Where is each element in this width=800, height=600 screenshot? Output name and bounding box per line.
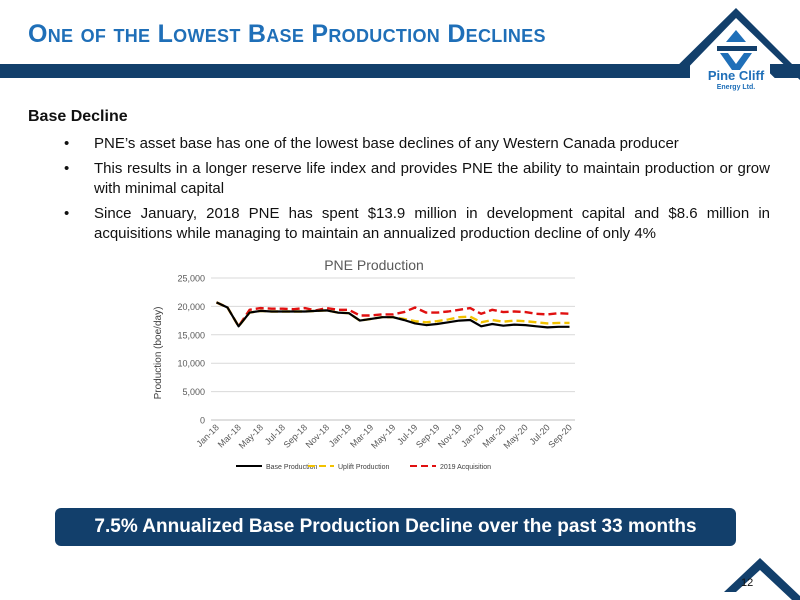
chart-x-tick-label: Sep-18 [282, 422, 310, 450]
bullet-glyph: • [64, 160, 70, 177]
logo-text-main: Pine Cliff [708, 68, 765, 83]
chart-legend-label: 2019 Acquisition [440, 464, 491, 471]
chart-y-tick-label: 25,000 [177, 274, 205, 284]
chart-x-tick-label: Nov-19 [436, 422, 464, 450]
bullet-text: This results in a longer reserve life in… [94, 160, 770, 197]
chart-x-tick-label: May-20 [501, 422, 529, 450]
bullet-text: PNE’s asset base has one of the lowest b… [94, 135, 679, 152]
production-chart-svg: PNE Production Production (boe/day) 0 5,0… [153, 257, 575, 471]
chart-legend-label: Base Production [266, 464, 317, 471]
bullet-text: Since January, 2018 PNE has spent $13.9 … [94, 205, 770, 242]
chart-x-tick-label: Sep-20 [546, 422, 574, 450]
bullet-item: • PNE’s asset base has one of the lowest… [62, 134, 770, 154]
company-logo: Pine Cliff Energy Ltd. [660, 0, 800, 95]
chart-y-tick-label: 10,000 [177, 359, 205, 369]
bullet-glyph: • [64, 205, 70, 222]
production-chart: PNE Production Production (boe/day) 0 5,0… [148, 248, 588, 480]
chart-x-tick-label: May-18 [237, 422, 265, 450]
bullet-item: • Since January, 2018 PNE has spent $13.… [62, 204, 770, 244]
chart-y-axis-label: Production (boe/day) [153, 307, 164, 400]
chart-y-tick-label: 5,000 [182, 387, 205, 397]
bullet-list: • PNE’s asset base has one of the lowest… [62, 134, 770, 249]
summary-banner: 7.5% Annualized Base Production Decline … [55, 508, 736, 546]
bullet-item: • This results in a longer reserve life … [62, 159, 770, 199]
corner-chevron-decoration [724, 558, 800, 600]
chart-y-tick-label: 0 [200, 416, 205, 426]
chart-series-line [216, 301, 570, 329]
chart-title: PNE Production [324, 257, 424, 273]
bullet-glyph: • [64, 135, 70, 152]
chart-x-tick-label: May-19 [369, 422, 397, 450]
chart-y-tick-label: 20,000 [177, 302, 205, 312]
chart-series-line [215, 301, 570, 328]
chart-legend-label: Uplift Production [338, 464, 389, 471]
chart-x-tick-label: Nov-18 [304, 422, 332, 450]
chart-x-tick-label: Sep-19 [414, 422, 442, 450]
title-underline-bar [0, 64, 690, 78]
logo-text-sub: Energy Ltd. [717, 84, 756, 91]
chart-y-tick-label: 15,000 [177, 330, 205, 340]
section-heading: Base Decline [28, 108, 128, 125]
page-number: 12 [741, 577, 754, 589]
slide-title: One of the Lowest Base Production Declin… [28, 20, 546, 48]
